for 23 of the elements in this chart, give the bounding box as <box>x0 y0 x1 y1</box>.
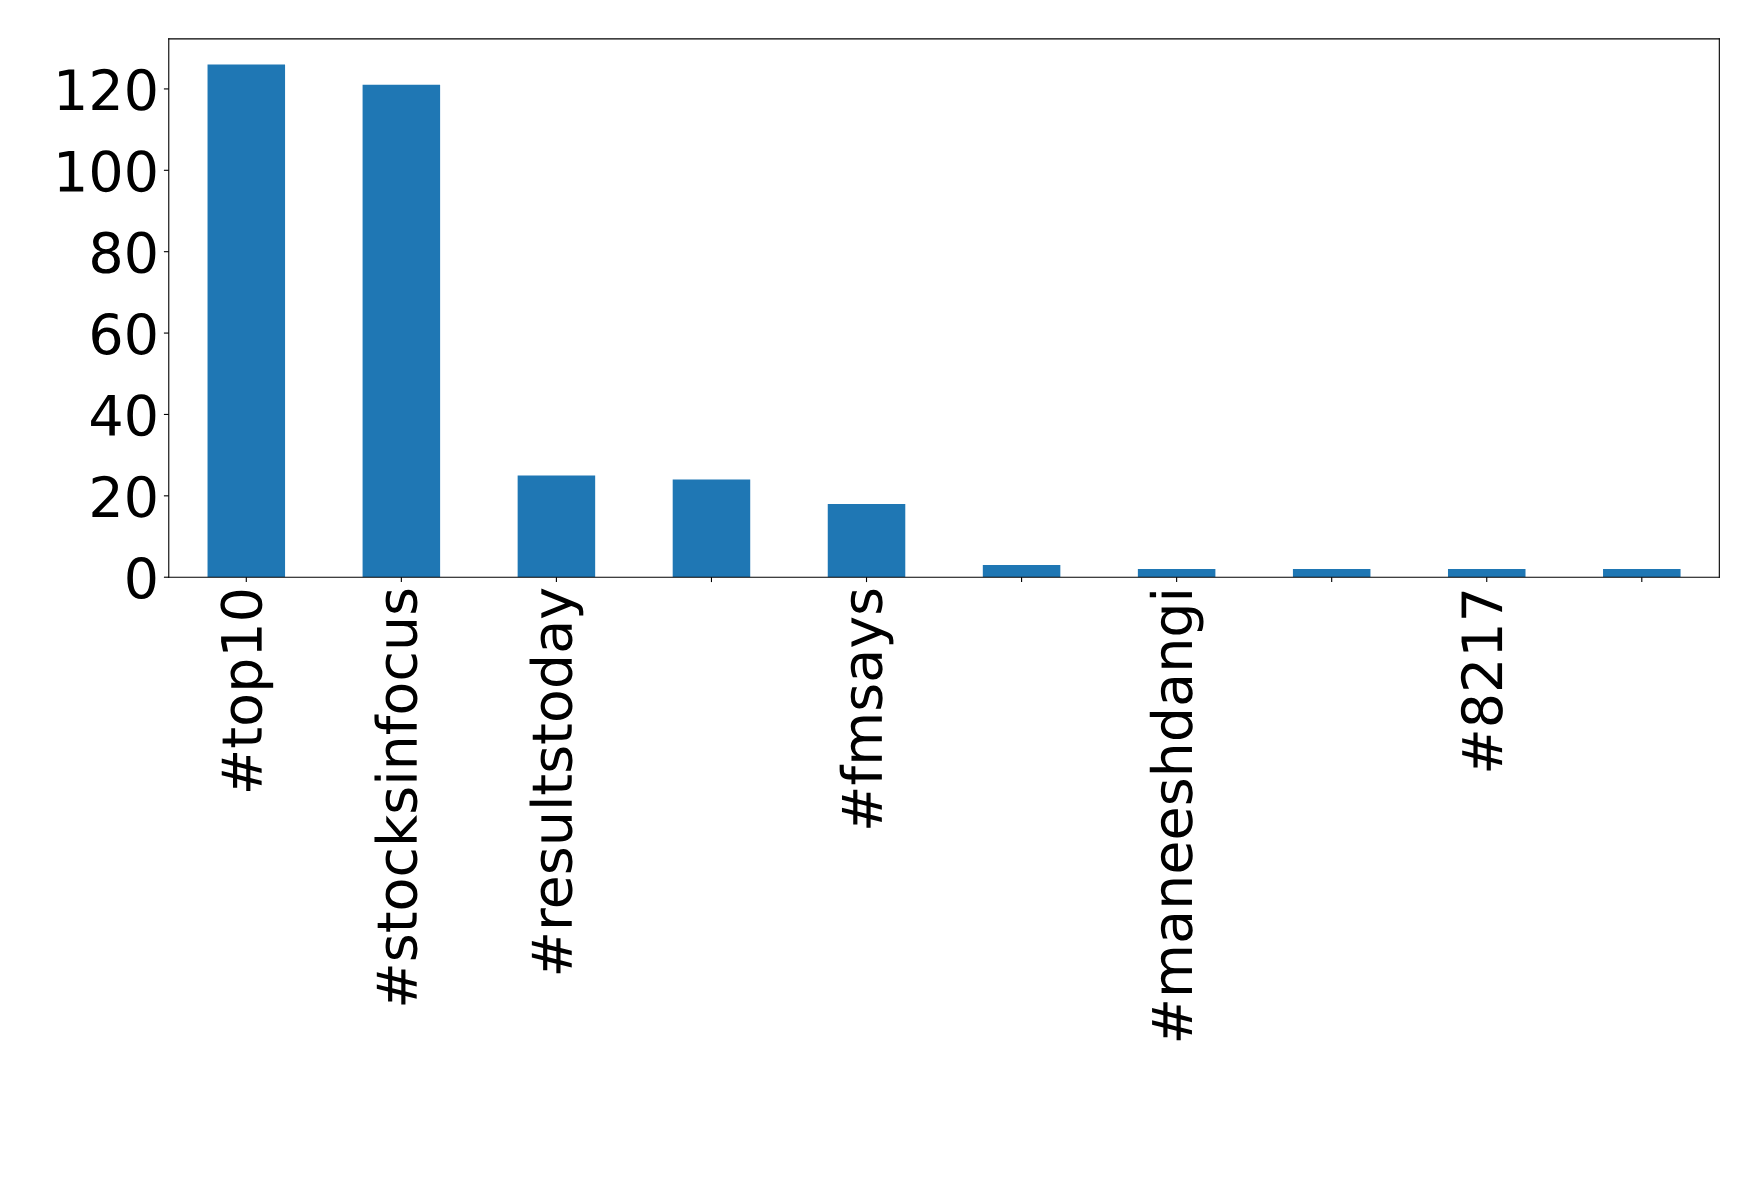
bar <box>672 479 751 578</box>
bar <box>1292 569 1371 578</box>
y-tick-label: 80 <box>92 231 156 274</box>
x-tick-label: #maneeshdangi <box>1149 592 1204 1041</box>
bar <box>362 84 441 578</box>
bar <box>1447 569 1526 578</box>
bar <box>982 565 1061 578</box>
y-tick-label: 20 <box>92 475 156 518</box>
x-tick-label: #stocksinfocus <box>374 589 418 1005</box>
bar <box>517 475 596 578</box>
x-tick-label: #8217 <box>1460 591 1503 771</box>
y-tick-label: 60 <box>92 312 156 355</box>
y-tick-label: 40 <box>91 394 156 437</box>
x-tick-label: #resultstoday <box>529 588 584 974</box>
x-tick-label: #top10 <box>220 590 274 791</box>
x-tick-label: #fmsays <box>839 589 894 828</box>
bar <box>207 64 286 578</box>
bar <box>1137 569 1216 578</box>
bar <box>827 503 906 578</box>
y-tick-label: 0 <box>127 557 156 600</box>
bar <box>1603 569 1681 578</box>
y-tick-label: 100 <box>59 150 156 193</box>
y-tick-label: 120 <box>59 68 156 111</box>
